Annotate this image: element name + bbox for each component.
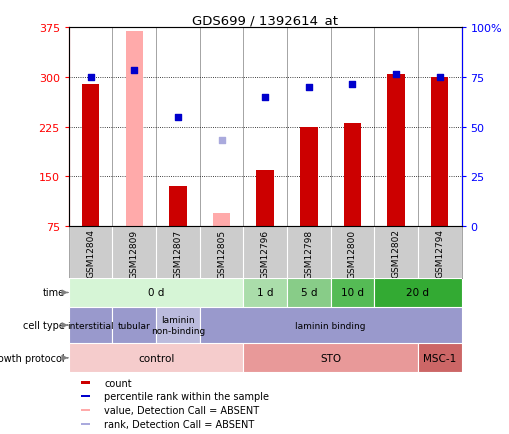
Point: [130, 68, 138, 75]
Point: [261, 94, 269, 101]
Text: 0 d: 0 d: [148, 288, 164, 298]
Bar: [374, 279, 461, 307]
Bar: [156, 307, 200, 344]
Bar: [200, 307, 461, 344]
Bar: [243, 344, 417, 372]
Text: percentile rank within the sample: percentile rank within the sample: [104, 391, 269, 401]
Point: [87, 74, 95, 81]
Bar: [299, 127, 317, 226]
Bar: [212, 213, 230, 226]
Text: GSM12796: GSM12796: [260, 229, 269, 278]
Bar: [387, 75, 404, 226]
Bar: [80, 423, 90, 425]
Bar: [112, 307, 156, 344]
Text: cell type: cell type: [23, 320, 65, 330]
Bar: [69, 307, 112, 344]
Point: [174, 114, 182, 121]
Text: control: control: [137, 353, 174, 363]
Point: [435, 74, 443, 81]
Text: GSM12804: GSM12804: [86, 229, 95, 278]
Point: [348, 81, 356, 88]
Point: [391, 71, 400, 78]
Bar: [256, 170, 273, 226]
Text: 10 d: 10 d: [341, 288, 363, 298]
Text: 5 d: 5 d: [300, 288, 317, 298]
Bar: [69, 279, 243, 307]
Text: GSM12798: GSM12798: [304, 229, 313, 278]
Text: GSM12809: GSM12809: [130, 229, 138, 278]
Bar: [343, 124, 360, 226]
Point: [304, 84, 313, 91]
Bar: [80, 409, 90, 411]
Text: GSM12805: GSM12805: [217, 229, 225, 278]
Text: tubular: tubular: [118, 321, 150, 330]
Bar: [125, 32, 143, 226]
Text: MSC-1: MSC-1: [422, 353, 456, 363]
Bar: [243, 279, 287, 307]
Text: GSM12802: GSM12802: [391, 229, 400, 278]
Title: GDS699 / 1392614_at: GDS699 / 1392614_at: [192, 14, 337, 27]
Bar: [80, 395, 90, 398]
Bar: [330, 279, 374, 307]
Text: interstitial: interstitial: [67, 321, 114, 330]
Bar: [69, 344, 243, 372]
Text: GSM12807: GSM12807: [173, 229, 182, 278]
Text: laminin binding: laminin binding: [295, 321, 365, 330]
Bar: [417, 344, 461, 372]
Bar: [80, 381, 90, 384]
Bar: [169, 187, 186, 226]
Text: laminin
non-binding: laminin non-binding: [151, 316, 205, 335]
Text: time: time: [43, 288, 65, 298]
Text: rank, Detection Call = ABSENT: rank, Detection Call = ABSENT: [104, 419, 254, 429]
Bar: [287, 279, 330, 307]
Text: count: count: [104, 378, 131, 388]
Text: 1 d: 1 d: [257, 288, 273, 298]
Point: [217, 137, 225, 144]
Text: GSM12794: GSM12794: [434, 229, 443, 278]
Text: STO: STO: [320, 353, 341, 363]
Text: growth protocol: growth protocol: [0, 353, 65, 363]
Text: value, Detection Call = ABSENT: value, Detection Call = ABSENT: [104, 405, 259, 415]
Bar: [430, 78, 447, 226]
Bar: [82, 84, 99, 226]
Text: GSM12800: GSM12800: [347, 229, 356, 278]
Text: 20 d: 20 d: [406, 288, 429, 298]
